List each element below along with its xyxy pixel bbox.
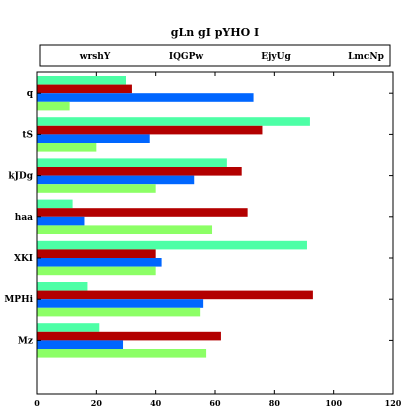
legend-label-1: wrshY	[79, 52, 111, 62]
x-tick-label: 80	[269, 398, 281, 408]
axes-group: q tS kJDg haa XKI MPHi Mz 0 20 40 60 80 100 120	[4, 71, 402, 408]
bar-MPHi-LmcNp	[37, 307, 201, 317]
legend-label-2: IQGPw	[169, 52, 204, 62]
bar-q-EjyUg	[37, 93, 254, 102]
y-tick-label: tS	[22, 130, 33, 140]
bar-haa-EjyUg	[37, 216, 85, 226]
bar-Mz-EjyUg	[37, 340, 124, 349]
bar-Mz-IQGPw	[37, 331, 221, 341]
y-tick-label: XKI	[14, 254, 33, 264]
bar-kJDg-LmcNp	[37, 184, 156, 193]
x-tick-label: 100	[325, 398, 342, 408]
bar-XKI-IQGPw	[37, 249, 156, 258]
bar-haa-LmcNp	[37, 225, 213, 234]
y-tick-label: q	[27, 89, 34, 99]
x-tick-label: 120	[385, 398, 402, 408]
bar-tS-wrshY	[37, 117, 310, 126]
bar-q-IQGPw	[37, 84, 132, 94]
bar-XKI-wrshY	[37, 240, 307, 250]
bar-q-LmcNp	[37, 101, 70, 111]
x-tick-label: 40	[150, 398, 162, 408]
bar-haa-IQGPw	[37, 208, 248, 217]
bars-group	[37, 76, 313, 358]
bar-kJDg-EjyUg	[37, 175, 195, 185]
legend-label-3: EjyUg	[261, 52, 291, 62]
x-tick-label: 0	[34, 398, 40, 408]
y-tick-label: haa	[15, 213, 33, 223]
legend: wrshY IQGPw EjyUg LmcNp	[39, 44, 391, 67]
bar-kJDg-wrshY	[37, 158, 227, 167]
chart-title: gLn gI pYHO I	[171, 26, 259, 39]
bar-MPHi-wrshY	[37, 282, 88, 291]
x-tick-label: 60	[209, 398, 221, 408]
y-tick-label: kJDg	[8, 172, 33, 182]
bar-MPHi-IQGPw	[37, 290, 313, 300]
bar-Mz-wrshY	[37, 323, 100, 332]
x-tick-label: 20	[91, 398, 103, 408]
y-tick-label: Mz	[18, 336, 33, 346]
legend-label-4: LmcNp	[348, 52, 384, 62]
bar-kJDg-IQGPw	[37, 167, 242, 176]
bar-XKI-EjyUg	[37, 258, 162, 267]
legend-box	[39, 44, 391, 67]
bar-tS-LmcNp	[37, 143, 97, 152]
bar-MPHi-EjyUg	[37, 299, 204, 308]
bar-tS-IQGPw	[37, 125, 263, 135]
bar-q-wrshY	[37, 76, 126, 85]
bar-XKI-LmcNp	[37, 266, 156, 276]
y-tick-label: MPHi	[4, 295, 33, 305]
bar-haa-wrshY	[37, 199, 73, 209]
bar-tS-EjyUg	[37, 134, 150, 143]
bar-Mz-LmcNp	[37, 349, 207, 358]
